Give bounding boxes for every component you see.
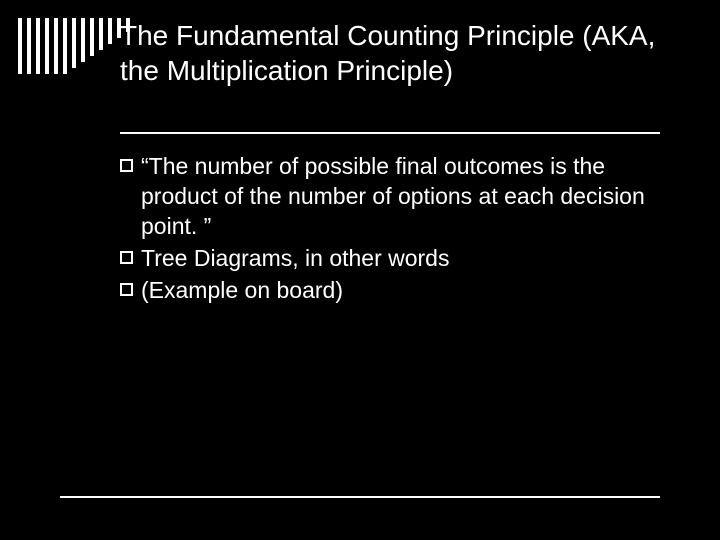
title-underline [120, 132, 660, 134]
bullet-item: Tree Diagrams, in other words [120, 244, 680, 274]
decoration-bar [45, 18, 49, 74]
decoration-bar [63, 18, 67, 74]
decoration-bar [36, 18, 40, 74]
bullet-item: “The number of possible final outcomes i… [120, 152, 680, 242]
decoration-bar [54, 18, 58, 74]
bullet-list: “The number of possible final outcomes i… [120, 152, 680, 305]
decoration-bar [99, 18, 103, 50]
decoration-bar [27, 18, 31, 74]
bullet-square-icon [120, 251, 133, 264]
decoration-bar [81, 18, 85, 62]
bullet-square-icon [120, 159, 133, 172]
bullet-square-icon [120, 283, 133, 296]
decoration-bar [18, 18, 22, 74]
corner-bars-decoration [18, 18, 130, 74]
bullet-text: Tree Diagrams, in other words [141, 244, 680, 274]
bullet-text: “The number of possible final outcomes i… [141, 152, 680, 242]
bullet-text: (Example on board) [141, 276, 680, 306]
bullet-item: (Example on board) [120, 276, 680, 306]
slide-title: The Fundamental Counting Principle (AKA,… [120, 18, 680, 88]
slide-content: The Fundamental Counting Principle (AKA,… [120, 18, 680, 307]
bottom-rule [60, 496, 660, 498]
decoration-bar [90, 18, 94, 56]
decoration-bar [108, 18, 112, 44]
decoration-bar [72, 18, 76, 68]
